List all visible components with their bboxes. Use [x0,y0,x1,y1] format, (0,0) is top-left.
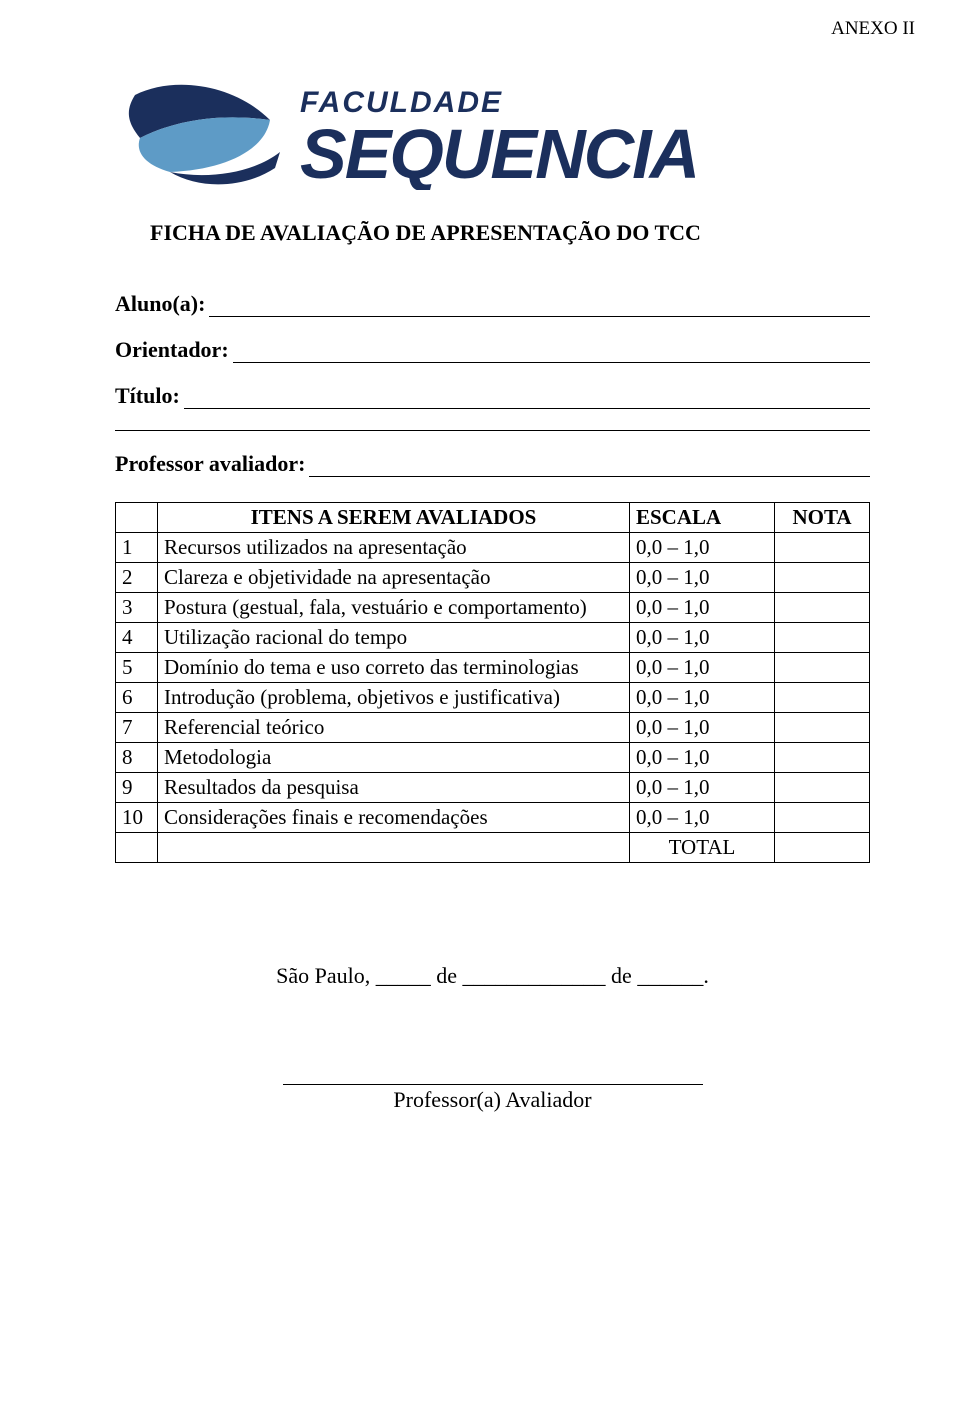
signature-label: Professor(a) Avaliador [115,1087,870,1113]
titulo-field: Título: [115,383,870,409]
total-blank-item [158,833,630,863]
row-scale: 0,0 – 1,0 [630,683,775,713]
aluno-label: Aluno(a): [115,291,205,317]
row-item: Introdução (problema, objetivos e justif… [158,683,630,713]
row-number: 7 [116,713,158,743]
row-nota [775,773,870,803]
row-scale: 0,0 – 1,0 [630,653,775,683]
row-nota [775,563,870,593]
row-nota [775,623,870,653]
orientador-label: Orientador: [115,337,229,363]
row-scale: 0,0 – 1,0 [630,593,775,623]
row-item: Resultados da pesquisa [158,773,630,803]
row-number: 2 [116,563,158,593]
annex-label: ANEXO II [831,18,915,40]
row-item: Recursos utilizados na apresentação [158,533,630,563]
total-label: TOTAL [630,833,775,863]
row-nota [775,743,870,773]
row-nota [775,713,870,743]
row-number: 4 [116,623,158,653]
table-header-row: ITENS A SEREM AVALIADOS ESCALA NOTA [116,503,870,533]
row-item: Domínio do tema e uso correto das termin… [158,653,630,683]
row-nota [775,593,870,623]
row-number: 8 [116,743,158,773]
row-item: Referencial teórico [158,713,630,743]
table-row: 5Domínio do tema e uso correto das termi… [116,653,870,683]
row-number: 10 [116,803,158,833]
row-scale: 0,0 – 1,0 [630,803,775,833]
row-scale: 0,0 – 1,0 [630,743,775,773]
header-item: ITENS A SEREM AVALIADOS [158,503,630,533]
orientador-fill [233,343,870,363]
aluno-fill [209,297,870,317]
header-blank [116,503,158,533]
row-scale: 0,0 – 1,0 [630,773,775,803]
row-nota [775,653,870,683]
table-row: 4Utilização racional do tempo0,0 – 1,0 [116,623,870,653]
logo-text-bottom: SEQUENCIAL [300,115,695,190]
document-page: ANEXO II FACULDADE SEQUENCIAL FICHA DE A… [0,0,960,1153]
faculdade-sequencial-logo-icon: FACULDADE SEQUENCIAL [115,60,695,190]
row-item: Postura (gestual, fala, vestuário e comp… [158,593,630,623]
row-item: Metodologia [158,743,630,773]
row-nota [775,803,870,833]
header-scale: ESCALA [630,503,775,533]
header-nota: NOTA [775,503,870,533]
titulo-label: Título: [115,383,180,409]
row-number: 9 [116,773,158,803]
row-nota [775,533,870,563]
date-line: São Paulo, _____ de _____________ de ___… [115,963,870,989]
orientador-field: Orientador: [115,337,870,363]
row-item: Utilização racional do tempo [158,623,630,653]
titulo-fill-1 [184,389,870,409]
row-number: 6 [116,683,158,713]
table-row: 10Considerações finais e recomendações0,… [116,803,870,833]
signature-line [283,1084,703,1085]
row-scale: 0,0 – 1,0 [630,533,775,563]
row-scale: 0,0 – 1,0 [630,623,775,653]
row-scale: 0,0 – 1,0 [630,563,775,593]
table-row: 1Recursos utilizados na apresentação0,0 … [116,533,870,563]
titulo-fill-2 [115,409,870,431]
total-blank-num [116,833,158,863]
row-scale: 0,0 – 1,0 [630,713,775,743]
row-item: Considerações finais e recomendações [158,803,630,833]
evaluation-table: ITENS A SEREM AVALIADOS ESCALA NOTA 1Rec… [115,502,870,863]
row-number: 5 [116,653,158,683]
logo: FACULDADE SEQUENCIAL [115,60,870,190]
table-row: 7Referencial teórico0,0 – 1,0 [116,713,870,743]
prof-avaliador-label: Professor avaliador: [115,451,305,477]
table-row: 9Resultados da pesquisa0,0 – 1,0 [116,773,870,803]
table-row: 2Clareza e objetividade na apresentação0… [116,563,870,593]
aluno-field: Aluno(a): [115,291,870,317]
table-row: 6Introdução (problema, objetivos e justi… [116,683,870,713]
row-number: 3 [116,593,158,623]
row-nota [775,683,870,713]
prof-avaliador-field: Professor avaliador: [115,451,870,477]
table-total-row: TOTAL [116,833,870,863]
table-row: 3Postura (gestual, fala, vestuário e com… [116,593,870,623]
page-title: FICHA DE AVALIAÇÃO DE APRESENTAÇÃO DO TC… [150,220,870,246]
total-nota-cell [775,833,870,863]
table-row: 8Metodologia0,0 – 1,0 [116,743,870,773]
prof-avaliador-fill [309,457,870,477]
row-number: 1 [116,533,158,563]
row-item: Clareza e objetividade na apresentação [158,563,630,593]
